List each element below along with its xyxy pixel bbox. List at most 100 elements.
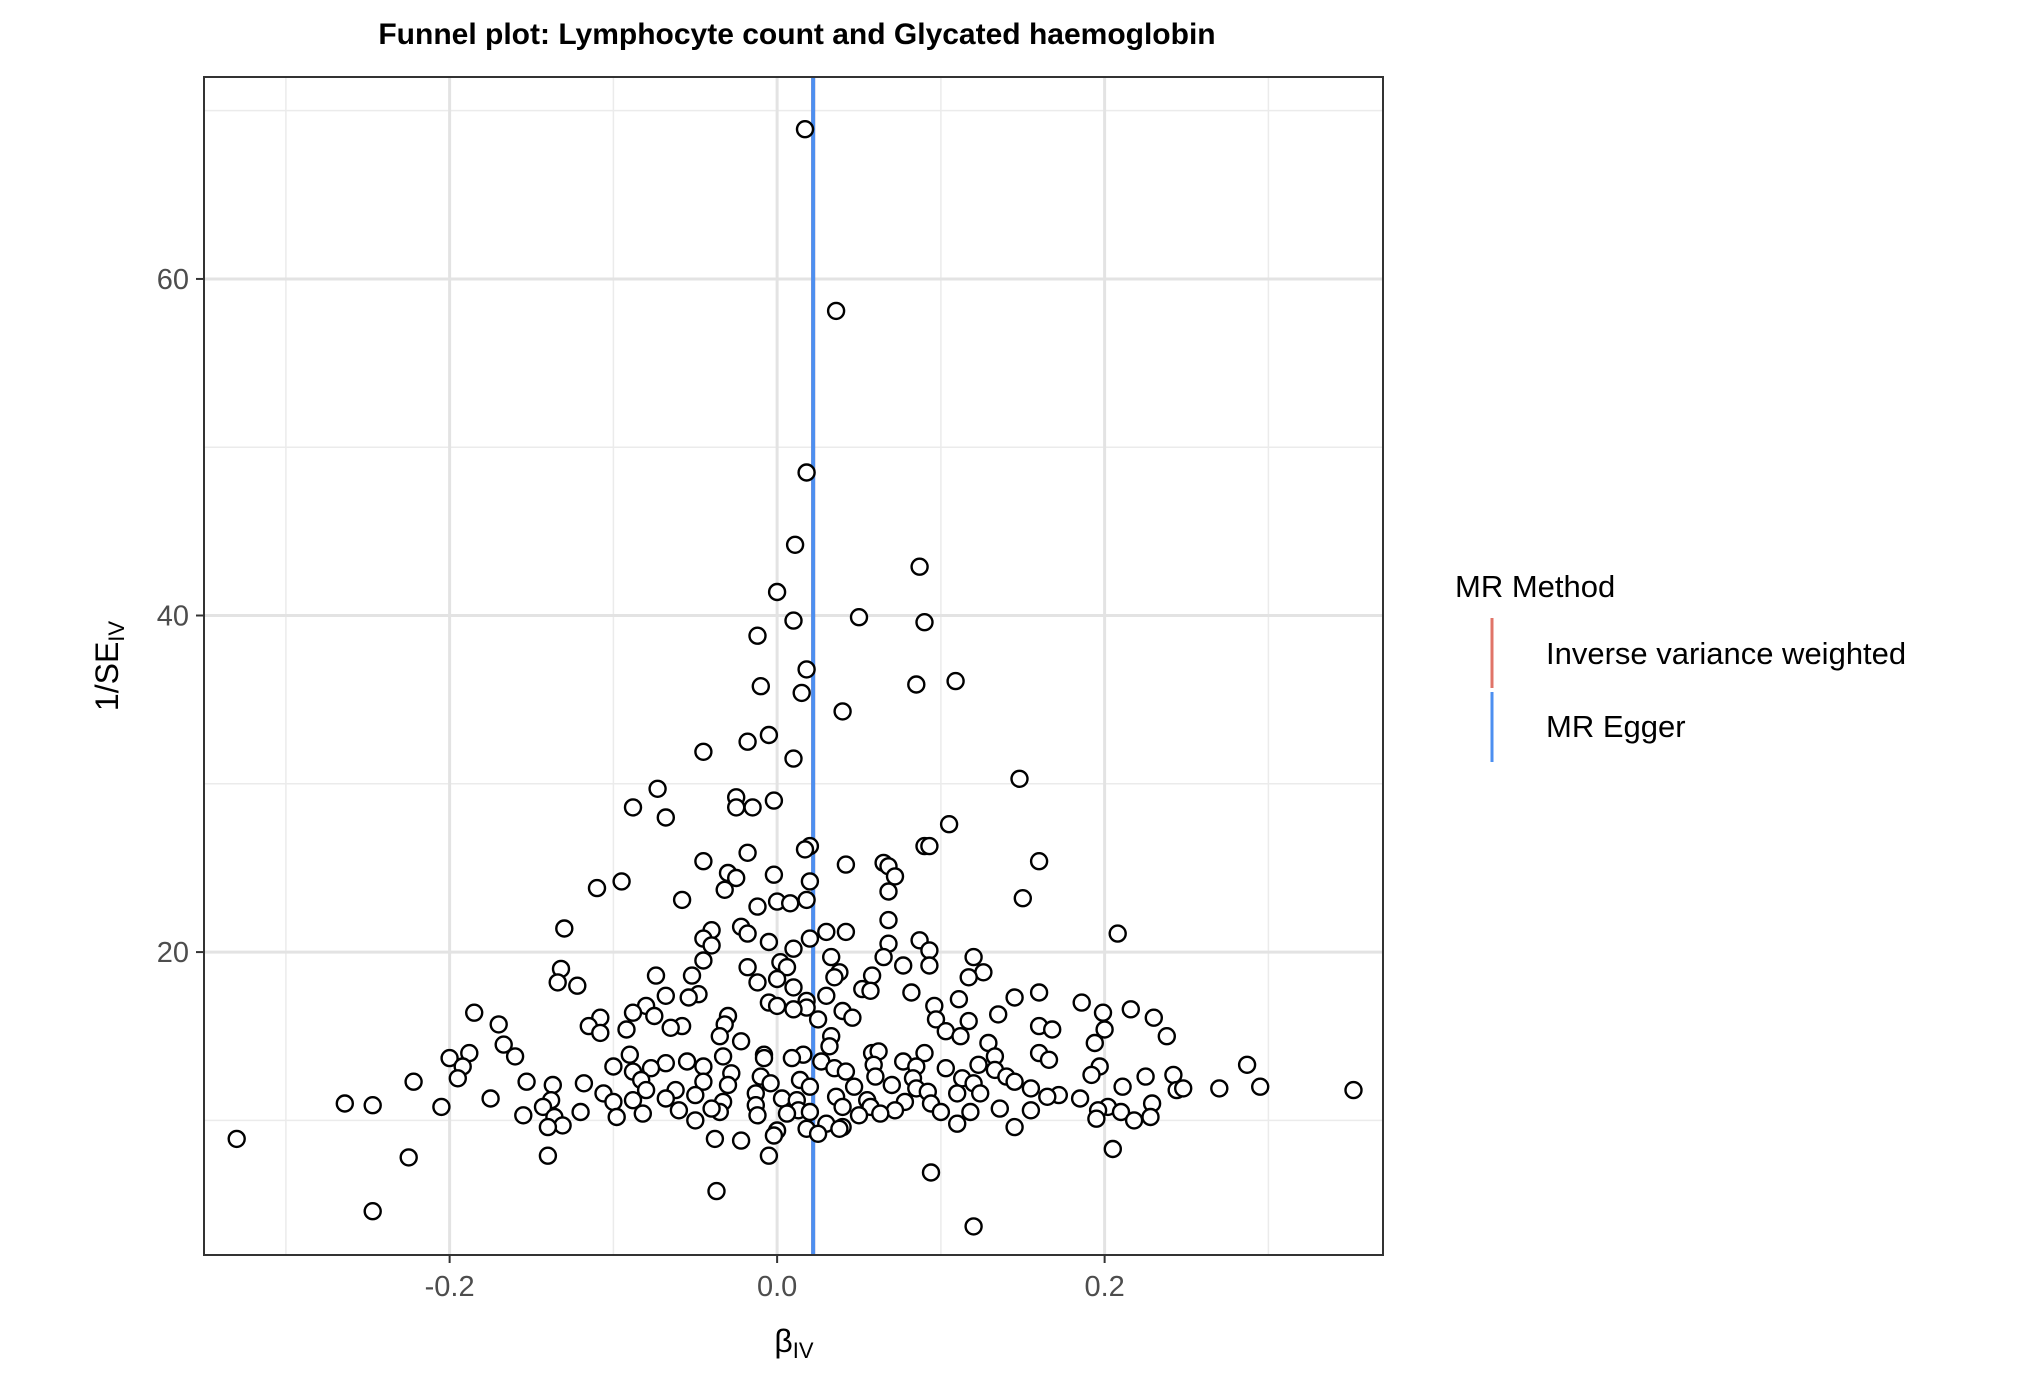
data-point xyxy=(227,1129,246,1149)
data-point xyxy=(931,1102,951,1122)
data-point xyxy=(686,1085,705,1105)
data-point xyxy=(843,1008,862,1027)
data-point xyxy=(641,1058,661,1078)
data-point xyxy=(792,683,811,703)
data-point xyxy=(894,956,913,975)
data-point xyxy=(961,1102,980,1122)
data-point xyxy=(971,1084,990,1103)
data-point xyxy=(990,1099,1009,1118)
data-point xyxy=(764,1126,784,1145)
data-point xyxy=(795,119,815,139)
data-point xyxy=(800,1077,820,1096)
data-point xyxy=(830,1119,849,1139)
data-point xyxy=(731,1032,751,1051)
data-point xyxy=(759,932,779,952)
data-point xyxy=(489,1015,508,1034)
data-point xyxy=(440,1048,459,1068)
data-point xyxy=(1005,1117,1024,1137)
data-point xyxy=(505,1047,525,1066)
x-tick-label: 0.0 xyxy=(757,1271,797,1303)
data-point xyxy=(910,557,929,576)
panel-border xyxy=(203,76,1384,1256)
data-point xyxy=(672,890,692,910)
data-point xyxy=(782,1048,802,1068)
data-point xyxy=(1103,1139,1123,1159)
data-point xyxy=(710,1026,729,1046)
data-point xyxy=(661,1018,680,1038)
data-point xyxy=(656,1089,675,1108)
data-point xyxy=(795,840,815,859)
data-point xyxy=(822,947,841,967)
data-point xyxy=(1237,1055,1257,1075)
data-point xyxy=(1082,1065,1101,1085)
data-point xyxy=(555,919,574,938)
data-point xyxy=(797,463,816,482)
data-point xyxy=(882,1075,901,1095)
data-point xyxy=(826,301,846,321)
data-point xyxy=(713,1047,733,1066)
data-point xyxy=(623,798,643,817)
data-point xyxy=(1095,1020,1114,1039)
data-point xyxy=(761,1074,780,1093)
data-point xyxy=(656,1053,675,1073)
data-point xyxy=(591,1023,610,1043)
data-point xyxy=(738,924,757,943)
data-point xyxy=(727,868,746,888)
data-point xyxy=(948,1114,967,1133)
data-point xyxy=(656,986,675,1005)
y-axis: 20 40 60 xyxy=(157,264,204,969)
data-point xyxy=(926,1010,946,1029)
data-point xyxy=(946,671,965,691)
data-point xyxy=(694,742,713,761)
data-point xyxy=(1344,1080,1363,1100)
data-point xyxy=(538,1146,558,1165)
data-point xyxy=(1072,993,1091,1012)
data-point xyxy=(1010,769,1029,788)
data-point xyxy=(604,1092,623,1112)
data-point xyxy=(808,1124,828,1144)
data-point xyxy=(879,882,898,901)
data-point xyxy=(1141,1107,1160,1127)
data-point xyxy=(989,1005,1008,1024)
data-point xyxy=(920,956,939,975)
data-point xyxy=(646,966,666,985)
data-point xyxy=(1029,983,1049,1002)
y-axis-label-sub: IV xyxy=(104,621,129,642)
data-point xyxy=(686,1111,705,1130)
data-point xyxy=(587,878,607,898)
data-point xyxy=(1093,1003,1113,1022)
data-point xyxy=(800,1102,820,1122)
data-point xyxy=(1210,1079,1229,1098)
data-point xyxy=(1157,1026,1177,1046)
data-point xyxy=(1121,1000,1141,1019)
data-point xyxy=(907,675,926,694)
data-point xyxy=(1038,1087,1057,1107)
data-point xyxy=(620,1045,639,1064)
data-point xyxy=(1111,1102,1131,1122)
data-point xyxy=(679,988,698,1007)
data-point xyxy=(871,1104,890,1123)
data-point xyxy=(656,808,675,827)
data-point xyxy=(633,1104,652,1123)
chart-title: Funnel plot: Lymphocyte count and Glycat… xyxy=(378,18,1215,51)
data-point xyxy=(849,1106,869,1125)
data-point xyxy=(959,968,978,987)
data-point xyxy=(604,1057,623,1076)
data-point xyxy=(833,702,852,721)
data-point xyxy=(617,1020,636,1039)
data-point xyxy=(363,1201,382,1221)
data-point xyxy=(759,1146,779,1165)
data-point xyxy=(866,1067,885,1086)
data-point xyxy=(1085,1033,1105,1053)
data-point xyxy=(817,922,836,942)
data-point xyxy=(335,1094,354,1113)
data-point xyxy=(759,725,779,745)
data-point xyxy=(623,1090,643,1110)
data-point xyxy=(694,1072,713,1091)
data-point xyxy=(777,958,797,977)
data-point xyxy=(718,1075,738,1095)
data-point xyxy=(645,1006,664,1026)
data-point xyxy=(1250,1077,1270,1096)
data-point xyxy=(920,836,939,856)
